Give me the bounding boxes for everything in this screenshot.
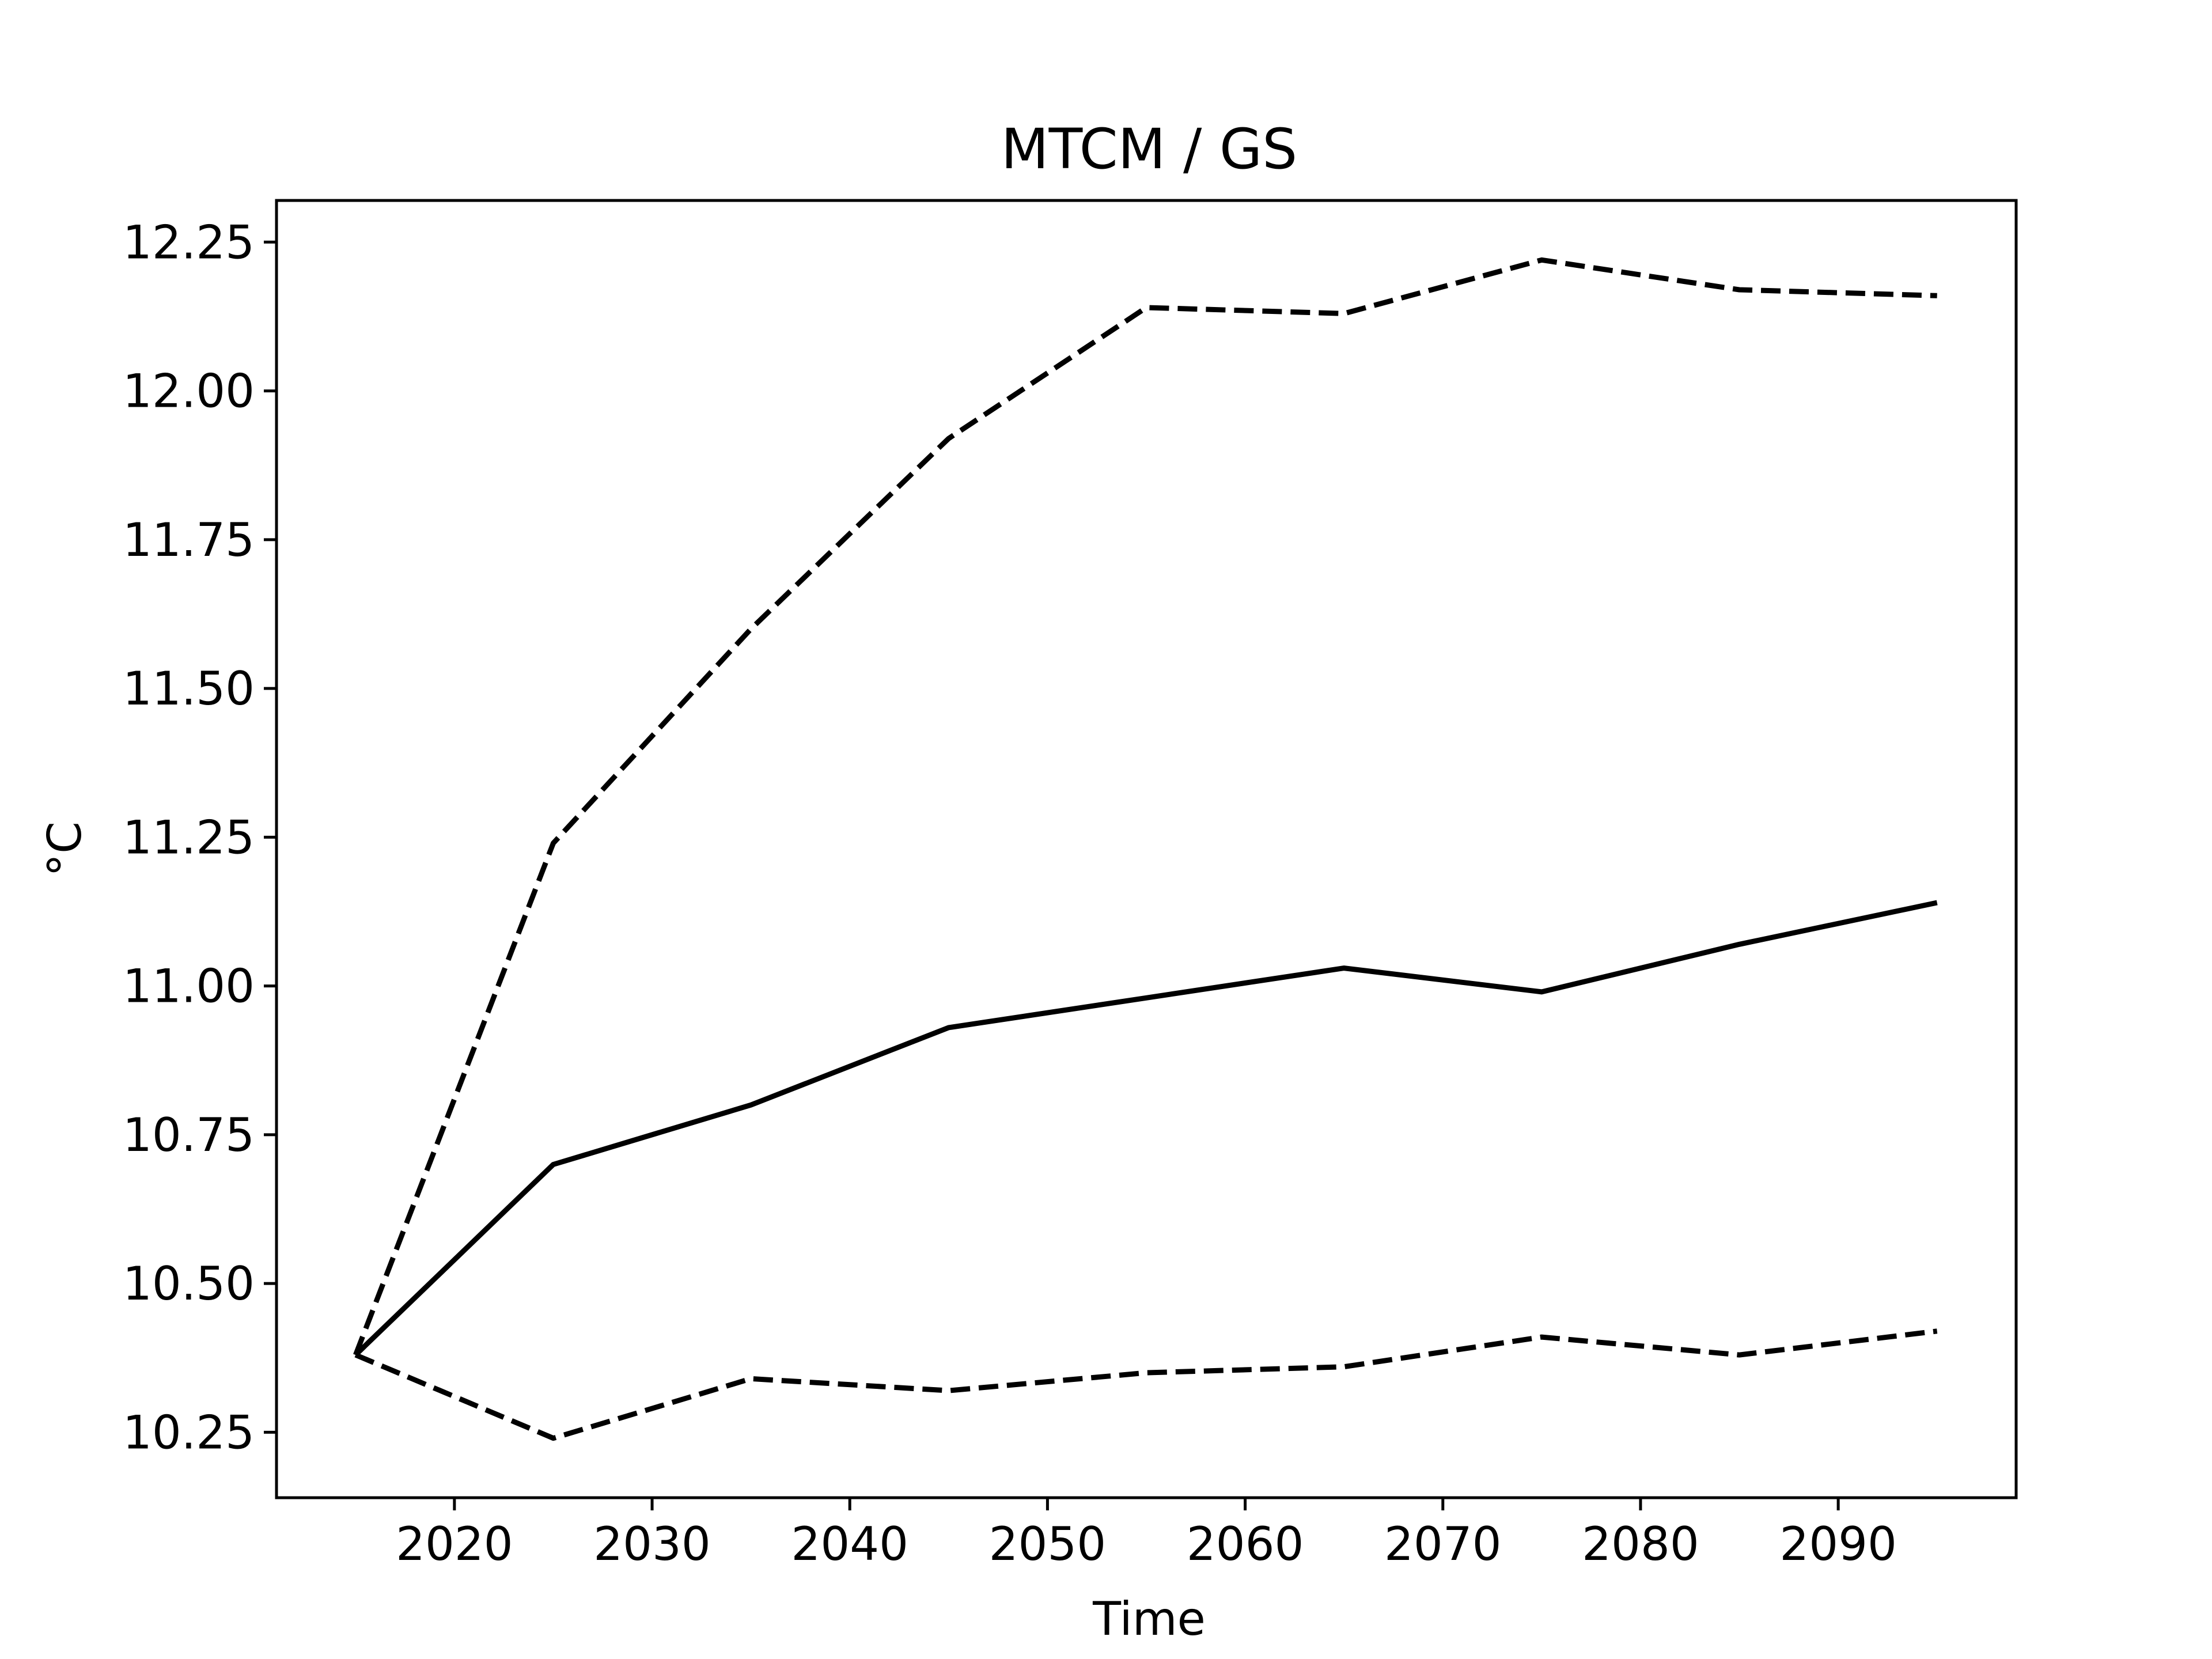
x-tick-label: 2090 [1779, 1517, 1897, 1571]
x-tick-label: 2040 [791, 1517, 908, 1571]
y-tick-label: 10.75 [123, 1108, 255, 1162]
x-axis: 2020 2030 2040 2050 2060 2070 2080 2090 [396, 1498, 1897, 1571]
x-tick-label: 2030 [593, 1517, 711, 1571]
x-tick-label: 2060 [1187, 1517, 1304, 1571]
y-tick-label: 12.00 [123, 365, 255, 418]
series-group [353, 257, 1938, 1441]
plot-frame [275, 199, 2018, 1499]
y-tick-label: 11.25 [123, 810, 255, 864]
y-tick-label: 10.50 [123, 1257, 255, 1310]
x-axis-label: Time [1092, 1592, 1206, 1646]
y-tick-label: 11.00 [123, 960, 255, 1013]
y-tick-label: 10.25 [123, 1406, 255, 1459]
x-tick-label: 2080 [1582, 1517, 1699, 1571]
y-axis-label: °C [38, 821, 92, 877]
x-tick-label: 2070 [1384, 1517, 1502, 1571]
series-mean-solid-line [354, 900, 1938, 1357]
y-tick-label: 11.50 [123, 662, 255, 715]
x-tick-label: 2050 [989, 1517, 1107, 1571]
series-lower-dashed-line [354, 1328, 1938, 1441]
y-axis: 10.25 10.50 10.75 11.00 11.25 11.50 11.75 12.00… [123, 215, 276, 1459]
y-tick-label: 11.75 [123, 513, 255, 567]
chart-title: MTCM / GS [1001, 117, 1297, 181]
y-tick-label: 12.25 [123, 215, 255, 269]
x-tick-label: 2020 [396, 1517, 513, 1571]
